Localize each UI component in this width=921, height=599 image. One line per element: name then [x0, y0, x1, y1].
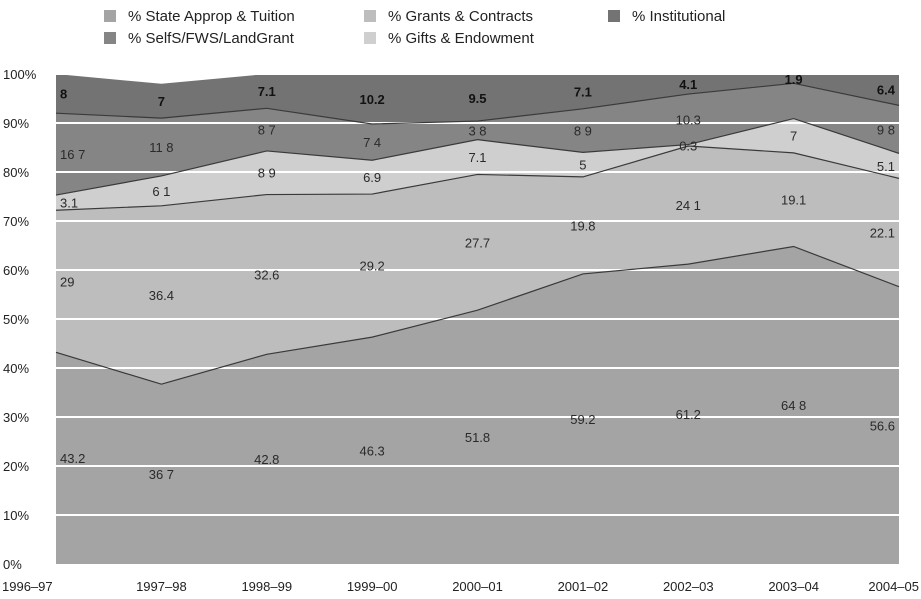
y-tick-label: 30% [3, 410, 29, 425]
area-state [56, 246, 899, 565]
data-label-state: 51.8 [465, 430, 490, 445]
x-tick-label: 2000–01 [452, 579, 503, 594]
legend-swatch-state-approp-tuition [104, 10, 116, 22]
data-label-state: 42.8 [254, 452, 279, 467]
data-label-gifts: 6 1 [152, 184, 170, 199]
data-label-self: 9 8 [877, 122, 895, 137]
legend-label-institutional: % Institutional [632, 7, 726, 25]
x-axis: 1996–97 1997–98 1998–99 1999–00 2000–01 2001–… [2, 579, 919, 594]
y-tick-label: 80% [3, 165, 29, 180]
legend-item-selfs-fws-landgrant: % SelfS/FWS/LandGrant [104, 28, 294, 48]
legend-item-gifts-endowment: % Gifts & Endowment [364, 28, 534, 48]
data-label-self: 16 7 [60, 147, 85, 162]
legend-swatch-gifts-endowment [364, 32, 376, 44]
data-label-state: 56.6 [870, 418, 895, 433]
series-boundary-lines [55, 82, 900, 385]
data-labels: 43.2 36 7 42.8 46.3 51.8 59.2 61.2 64 8 56.6 29 36… [60, 72, 896, 482]
data-label-self: 7 4 [363, 135, 381, 150]
y-tick-label: 0% [3, 557, 22, 572]
boundary-self [55, 117, 900, 196]
x-tick-label: 2004–05 [868, 579, 919, 594]
data-label-inst: 7.1 [258, 84, 276, 99]
y-tick-label: 50% [3, 312, 29, 327]
legend-label-grants-contracts: % Grants & Contracts [388, 7, 534, 25]
legend-item-institutional: % Institutional [608, 6, 725, 26]
x-tick-label: 1999–00 [347, 579, 398, 594]
data-label-self: 10.3 [676, 112, 701, 127]
data-label-grants: 22.1 [870, 226, 895, 241]
data-label-grants: 24 1 [676, 198, 701, 213]
y-tick-label: 60% [3, 263, 29, 278]
data-label-state: 43.2 [60, 451, 85, 466]
data-label-grants: 36.4 [149, 288, 174, 303]
data-label-gifts: 7.1 [468, 150, 486, 165]
data-label-gifts: 0.3 [679, 138, 697, 153]
data-label-grants: 32.6 [254, 267, 279, 282]
legend-item-state-approp-tuition: % State Approp & Tuition [104, 6, 295, 26]
data-label-state: 59.2 [570, 412, 595, 427]
y-axis: 0% 10% 20% 30% 40% 50% 60% 70% 80% 90% 100% [3, 67, 37, 572]
area-grants [56, 146, 899, 385]
data-label-inst: 7.1 [574, 84, 592, 99]
data-label-grants: 27.7 [465, 235, 490, 250]
data-label-inst: 7 [158, 94, 165, 109]
data-label-grants: 29.2 [359, 259, 384, 274]
data-label-inst: 8 [60, 87, 67, 102]
legend-label-state-approp-tuition: % State Approp & Tuition [128, 7, 295, 25]
area-inst [56, 74, 899, 124]
data-label-inst: 6.4 [877, 83, 896, 98]
area-gifts [56, 118, 899, 211]
boundary-gifts [55, 145, 900, 211]
x-tick-label: 1996–97 [2, 579, 53, 594]
legend-swatch-selfs-fws-landgrant [104, 32, 116, 44]
data-label-state: 61.2 [676, 407, 701, 422]
data-label-self: 8 7 [258, 123, 276, 138]
data-label-self: 8 9 [574, 124, 592, 139]
legend-swatch-grants-contracts [364, 10, 376, 22]
y-tick-label: 70% [3, 214, 29, 229]
data-label-inst: 1.9 [785, 72, 803, 87]
y-tick-label: 20% [3, 459, 29, 474]
gridlines [56, 73, 899, 516]
data-label-self: 3 8 [468, 123, 486, 138]
data-label-grants: 19.8 [570, 218, 595, 233]
y-tick-label: 10% [3, 508, 29, 523]
data-label-grants: 19.1 [781, 193, 806, 208]
y-tick-label: 40% [3, 361, 29, 376]
data-label-gifts: 5 [579, 158, 586, 173]
y-tick-label: 90% [3, 116, 29, 131]
boundary-grants [55, 245, 900, 385]
data-label-gifts: 3.1 [60, 196, 78, 211]
legend: % State Approp & Tuition % SelfS/FWS/Lan… [0, 0, 921, 56]
x-tick-label: 2002–03 [663, 579, 714, 594]
data-label-gifts: 8 9 [258, 166, 276, 181]
data-label-grants: 29 [60, 274, 74, 289]
x-tick-label: 2003–04 [768, 579, 819, 594]
data-label-state: 64 8 [781, 398, 806, 413]
data-label-gifts: 5.1 [877, 159, 895, 174]
x-tick-label: 2001–02 [558, 579, 609, 594]
legend-swatch-institutional [608, 10, 620, 22]
legend-label-gifts-endowment: % Gifts & Endowment [388, 29, 534, 47]
y-tick-label: 100% [3, 67, 37, 82]
data-label-inst: 10.2 [359, 92, 384, 107]
data-label-gifts: 7 [790, 129, 797, 144]
legend-label-selfs-fws-landgrant: % SelfS/FWS/LandGrant [128, 29, 294, 47]
data-label-inst: 9.5 [468, 91, 486, 106]
data-label-state: 46.3 [359, 444, 384, 459]
data-label-state: 36 7 [149, 467, 174, 482]
boundary-inst [55, 82, 900, 125]
data-label-self: 11 8 [149, 140, 173, 155]
x-tick-label: 1997–98 [136, 579, 187, 594]
legend-item-grants-contracts: % Grants & Contracts [364, 6, 533, 26]
data-label-gifts: 6.9 [363, 170, 381, 185]
x-tick-label: 1998–99 [241, 579, 292, 594]
data-label-inst: 4.1 [679, 77, 697, 92]
